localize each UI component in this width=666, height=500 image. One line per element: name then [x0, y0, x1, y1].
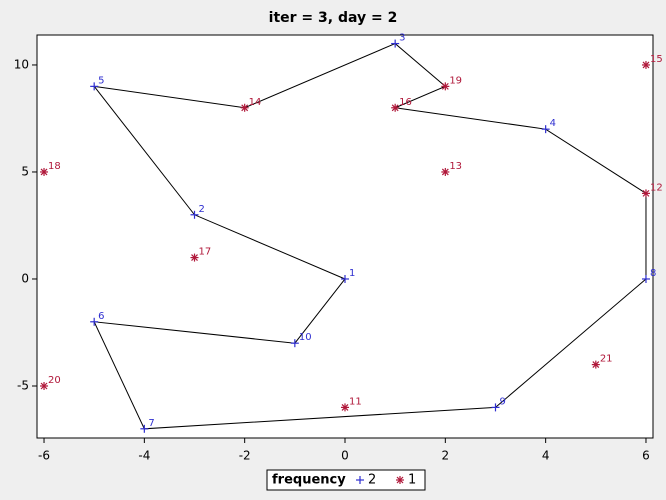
point-label: 21	[600, 354, 613, 365]
marker-stroke	[441, 168, 449, 176]
marker-stroke	[592, 361, 600, 369]
marker-stroke	[441, 82, 449, 90]
point	[541, 125, 550, 134]
point-label: 10	[299, 332, 312, 343]
point-label: 4	[550, 118, 556, 129]
point-label: 2	[199, 204, 205, 215]
plot-area	[36, 34, 654, 439]
x-tick-label: 0	[341, 449, 349, 463]
point	[240, 103, 249, 112]
point	[391, 39, 400, 48]
marker-stroke	[40, 382, 48, 390]
point	[441, 82, 450, 91]
x-tick-label: 4	[542, 449, 550, 463]
point-label: 18	[48, 161, 61, 172]
legend-label: 2	[368, 473, 376, 488]
point	[190, 253, 199, 262]
y-tick-label: 10	[14, 57, 29, 71]
point	[391, 103, 400, 112]
point	[591, 360, 600, 369]
point-label: 17	[199, 247, 212, 258]
point	[341, 403, 349, 412]
point-label: 9	[499, 396, 505, 407]
x-tick-label: 2	[442, 449, 450, 463]
point	[441, 167, 450, 176]
point-label: 6	[98, 311, 104, 322]
point	[341, 274, 349, 283]
point	[641, 60, 650, 69]
point-label: 16	[399, 97, 412, 108]
point	[190, 210, 199, 219]
y-tick-label: -5	[17, 378, 29, 392]
chart-title: iter = 3, day = 2	[269, 10, 398, 26]
point	[641, 274, 650, 283]
marker-stroke	[396, 476, 404, 484]
x-tick-label: -4	[138, 449, 150, 463]
x-tick-label: 6	[642, 449, 650, 463]
point-label: 15	[650, 54, 663, 65]
point	[491, 403, 500, 412]
point-label: 14	[249, 97, 262, 108]
point-label: 20	[48, 375, 61, 386]
legend-marker	[356, 476, 364, 484]
point-label: 8	[650, 268, 656, 279]
point-label: 12	[650, 182, 663, 193]
point-label: 13	[449, 161, 462, 172]
point-label: 11	[349, 396, 362, 407]
marker-stroke	[191, 254, 198, 262]
point	[140, 424, 149, 433]
marker-stroke	[341, 403, 349, 411]
y-tick-label: 0	[21, 271, 29, 285]
point	[90, 82, 99, 91]
legend-label: 1	[408, 473, 416, 488]
legend-marker	[396, 476, 404, 484]
point	[40, 167, 49, 176]
point	[40, 381, 49, 390]
marker-stroke	[241, 104, 249, 112]
marker-stroke	[642, 189, 650, 197]
x-tick-label: -2	[239, 449, 251, 463]
point-label: 5	[98, 75, 104, 86]
legend-title: frequency	[272, 473, 346, 488]
point	[90, 317, 99, 326]
marker-stroke	[40, 168, 48, 176]
point-label: 19	[449, 75, 462, 86]
legend-box	[266, 469, 426, 491]
marker-stroke	[642, 61, 650, 69]
x-tick-label: -6	[38, 449, 50, 463]
point-label: 7	[148, 418, 154, 429]
point-label: 3	[399, 33, 405, 44]
marker-stroke	[391, 104, 399, 112]
point	[290, 339, 299, 348]
y-tick-label: 5	[21, 164, 29, 178]
point	[641, 189, 650, 198]
point-label: 1	[349, 268, 355, 279]
